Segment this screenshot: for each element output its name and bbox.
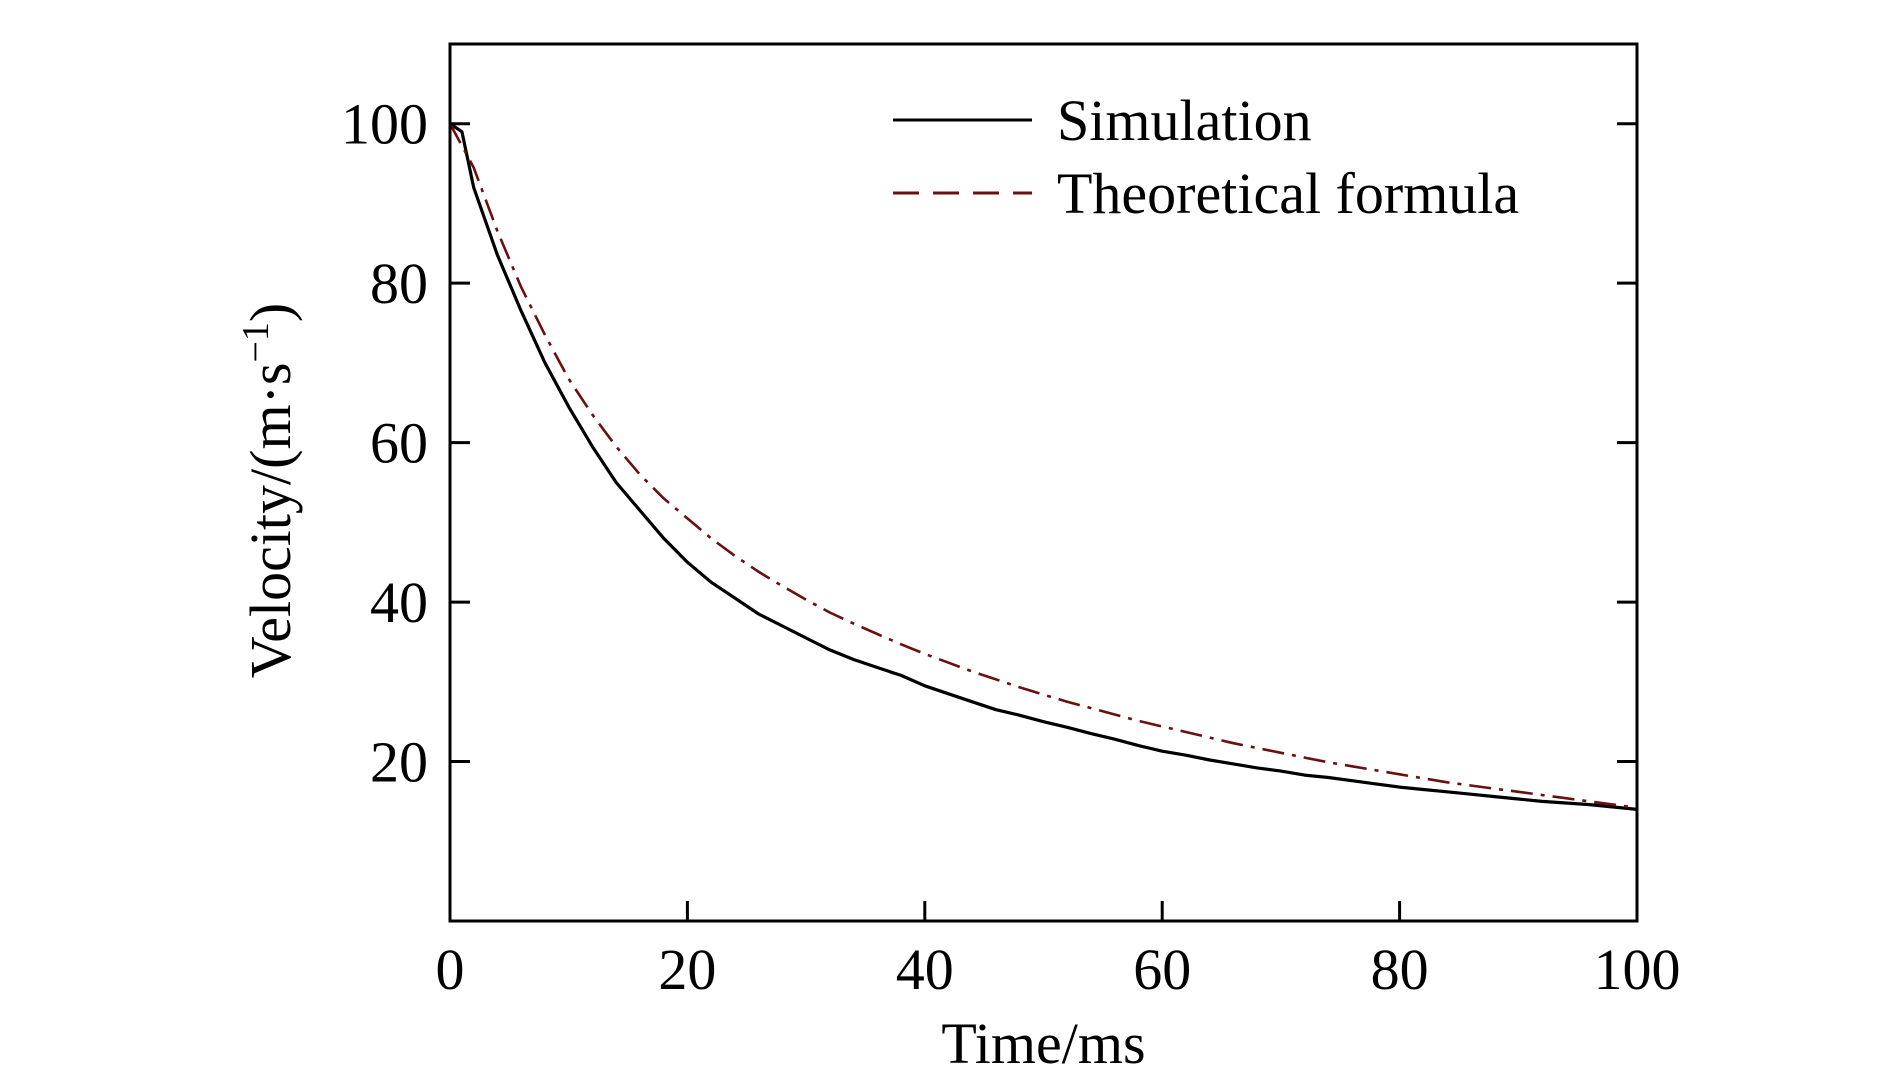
legend-label-theoretical-formula: Theoretical formula: [1057, 161, 1519, 226]
y-tick-label: 100: [341, 92, 428, 157]
y-tick-label: 60: [370, 411, 428, 476]
x-tick-label: 80: [1371, 937, 1429, 1002]
series-line-simulation: [449, 122, 1638, 811]
plot-frame: [448, 42, 1639, 923]
y-tick-label: 80: [370, 251, 428, 316]
y-axis-title-superscript: −1: [235, 322, 277, 362]
legend-label-simulation: Simulation: [1057, 88, 1312, 153]
x-tick-label: 20: [658, 937, 716, 1002]
y-axis-title-main: Velocity/(m·s: [238, 363, 303, 679]
x-tick-label: 100: [1594, 937, 1681, 1002]
y-axis-title: Velocity/(m·s−1): [235, 303, 303, 678]
x-axis-title: Time/ms: [941, 1011, 1145, 1076]
legend: Simulation Theoretical formula: [893, 88, 1519, 226]
tick-labels-layer: 0 20 40 60 80 100 20 40 60 80 100: [341, 92, 1681, 1002]
y-axis-title-close: ): [238, 303, 303, 322]
series-layer: [448, 122, 1638, 811]
series-line-theoretical-formula: [448, 123, 1638, 810]
x-tick-label: 60: [1133, 937, 1191, 1002]
x-tick-label: 40: [896, 937, 954, 1002]
y-tick-label: 40: [370, 570, 428, 635]
y-tick-label: 20: [370, 730, 428, 795]
ticks-layer: [448, 122, 1639, 921]
x-tick-label: 0: [436, 937, 465, 1002]
